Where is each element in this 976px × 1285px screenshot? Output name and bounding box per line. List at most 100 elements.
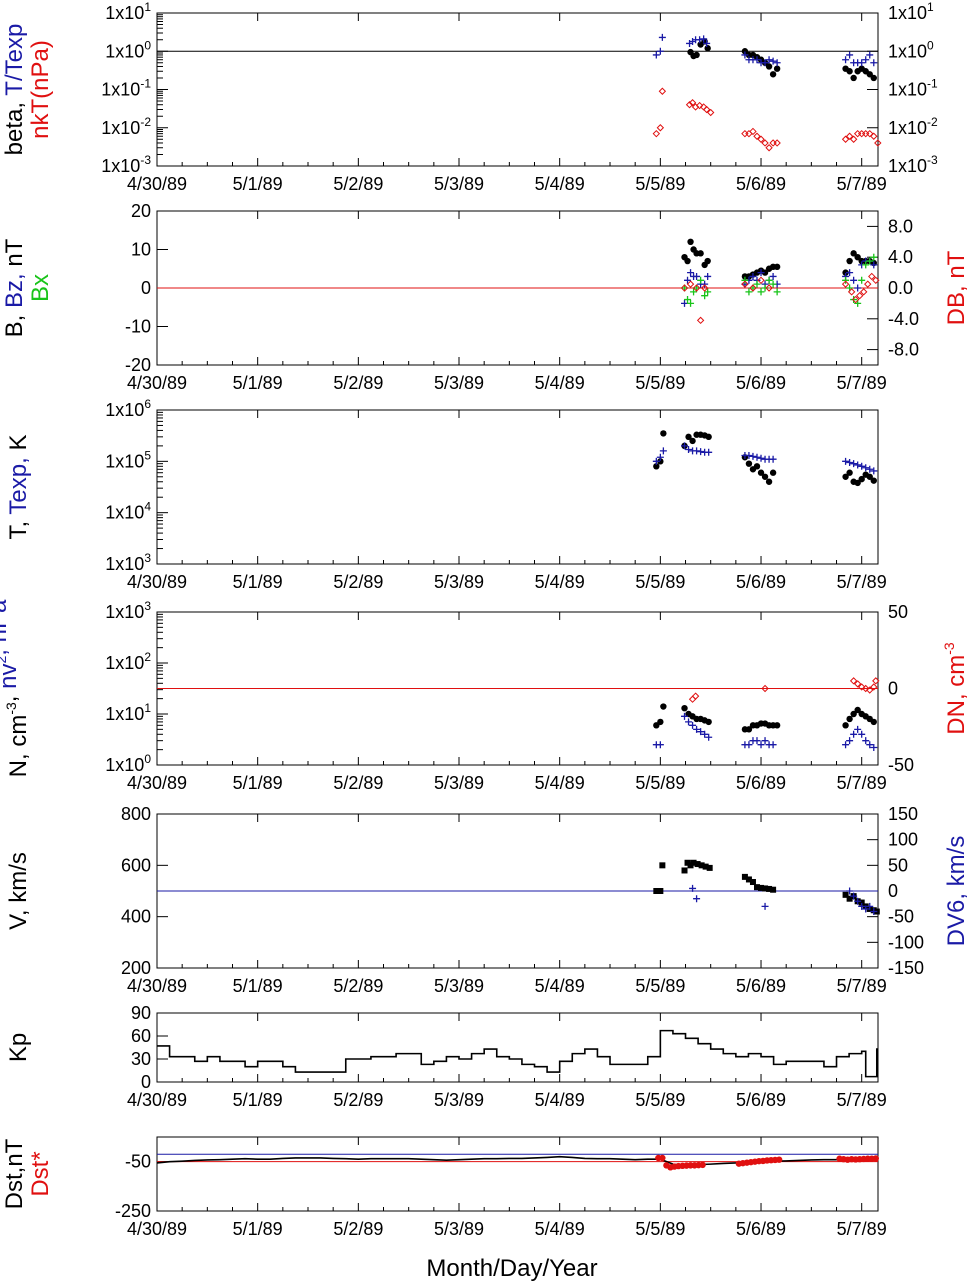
data-point-2	[656, 124, 665, 132]
data-point-0	[705, 718, 712, 726]
data-point-3	[855, 291, 864, 300]
data-point-0	[842, 891, 849, 898]
data-point-2	[866, 257, 874, 265]
data-point-1	[696, 36, 704, 44]
data-point-1	[858, 902, 866, 910]
right-tick-label: -100	[888, 932, 924, 952]
data-point-2	[753, 132, 761, 140]
y-axis-label-part: -3	[3, 702, 19, 715]
left-tick-label: 90	[131, 1003, 151, 1023]
left-tick-label: 0	[141, 1072, 151, 1092]
data-point-0	[870, 477, 877, 484]
data-point-0	[741, 873, 748, 880]
data-point-1	[850, 276, 858, 284]
data-point-2	[757, 135, 765, 143]
data-point-0	[846, 715, 853, 723]
left-tick-label: 20	[131, 201, 151, 221]
left-tick-label: 1x102	[105, 650, 151, 673]
data-point-2	[702, 105, 711, 114]
data-point-1	[846, 269, 854, 277]
x-tick-label: 4/30/89	[127, 976, 187, 996]
data-point-1	[769, 741, 777, 749]
data-point-1	[681, 712, 689, 720]
data-point-1	[699, 1161, 706, 1169]
x-tick-label: 5/6/89	[736, 373, 786, 393]
data-point-0	[745, 726, 753, 733]
y-axis-label-part: V, km/s	[5, 852, 32, 930]
left-tick-label-base: 1x10	[105, 400, 144, 420]
right-tick-label-exponent: -1	[927, 77, 938, 91]
y-axis-label: Bx	[27, 274, 54, 302]
left-tick-label: 30	[131, 1049, 151, 1069]
data-point-2	[849, 677, 858, 685]
data-point-0	[761, 473, 769, 480]
left-tick-label-exponent: 5	[144, 448, 151, 462]
x-tick-label: 4/30/89	[127, 572, 187, 592]
left-tick-label-exponent: 1	[144, 0, 151, 14]
data-point-0	[850, 74, 857, 82]
data-point-1	[775, 1156, 783, 1163]
x-tick-label: 5/3/89	[434, 1090, 484, 1110]
data-point-2	[870, 683, 878, 691]
x-tick-label: 5/7/89	[837, 976, 887, 996]
right-axis-label-text: DV6, km/s	[943, 836, 970, 947]
data-point-3	[841, 280, 850, 288]
data-point-1	[870, 261, 878, 269]
right-tick-label-base: 1x10	[888, 3, 927, 23]
left-tick-label-exponent: -1	[140, 77, 151, 91]
data-point-1	[652, 51, 660, 59]
right-axis-label-text: DB, nT	[943, 250, 970, 325]
left-tick-label-exponent: 1	[144, 701, 151, 715]
right-tick-label: 1x10-3	[888, 153, 938, 176]
data-point-1	[741, 51, 749, 59]
y-axis-label-part: T/Texp	[1, 24, 28, 96]
data-point-0	[842, 722, 849, 729]
x-tick-label: 5/2/89	[333, 1090, 383, 1110]
data-point-0	[850, 250, 857, 257]
x-tick-label: 5/3/89	[434, 976, 484, 996]
y-axis-label-part: K	[5, 435, 32, 451]
right-axis-label-text: DN, cm	[943, 655, 970, 735]
data-point-0	[753, 884, 760, 891]
x-tick-label: 5/3/89	[434, 174, 484, 194]
data-point-0	[706, 864, 713, 871]
data-point-1	[850, 460, 858, 468]
right-tick-label: -4.0	[888, 309, 919, 329]
data-point-0	[657, 718, 664, 726]
left-tick-label-exponent: 4	[144, 500, 151, 514]
data-point-2	[850, 296, 858, 304]
data-point-1	[685, 718, 693, 726]
data-point-1	[866, 902, 874, 910]
data-point-0	[687, 238, 694, 245]
x-tick-label: 4/30/89	[127, 373, 187, 393]
data-point-0	[858, 475, 865, 483]
data-point-1	[693, 272, 701, 280]
data-point-3	[851, 295, 860, 304]
right-tick-label: 50	[888, 855, 908, 875]
y-axis-label: T, Texp, K	[5, 435, 32, 540]
data-point-2	[753, 280, 761, 288]
right-tick-label-base: 1x10	[888, 156, 927, 176]
y-axis-label: beta, T/Texp	[1, 24, 28, 156]
data-point-1	[858, 730, 866, 738]
data-point-3	[864, 280, 872, 288]
x-tick-label: 4/30/89	[127, 1090, 187, 1110]
y-axis-label-part: 2	[0, 656, 9, 664]
panel-velocity: 800 600 400 200 150 100 50 0 -50 -100 -150 4/30/89 5…	[5, 804, 970, 996]
y-axis-label: Dst*	[27, 1151, 54, 1196]
left-tick-label-exponent: 6	[144, 397, 151, 411]
x-tick-label: 4/30/89	[127, 174, 187, 194]
data-point-2	[745, 129, 753, 138]
data-point-2	[858, 276, 866, 284]
data-point-0	[842, 473, 849, 480]
data-point-1	[701, 280, 709, 288]
right-tick-label-exponent: -2	[927, 115, 938, 129]
data-point-1	[854, 897, 862, 905]
data-point-1	[769, 57, 777, 65]
data-point-0	[690, 859, 697, 866]
data-point-1	[866, 51, 874, 59]
data-point-0	[689, 437, 696, 445]
x-tick-label: 5/2/89	[333, 773, 383, 793]
left-tick-label-base: 1x10	[101, 118, 140, 138]
